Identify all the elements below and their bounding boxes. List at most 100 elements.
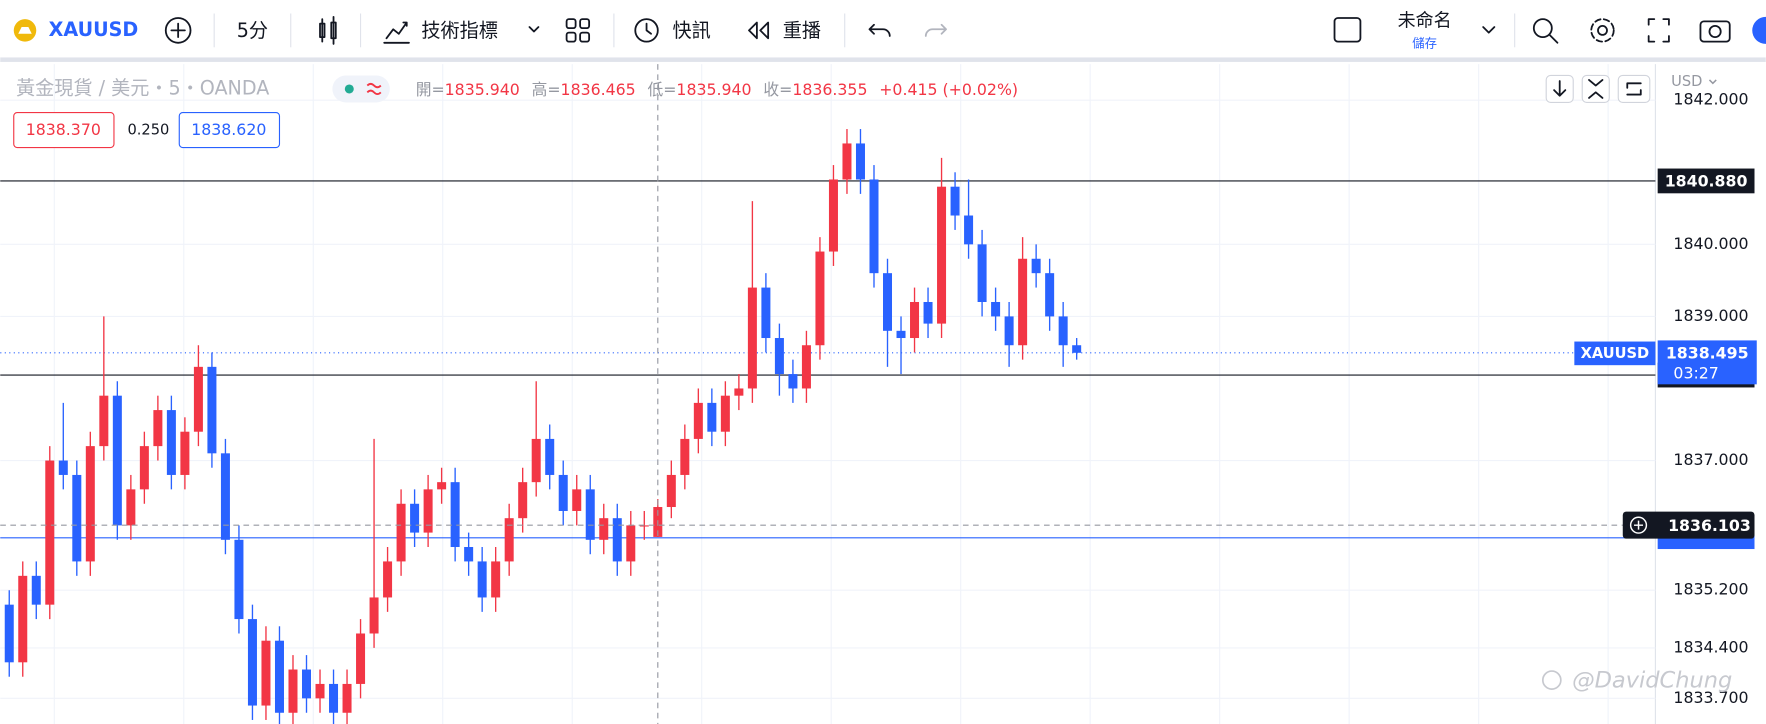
- candle-body: [261, 640, 271, 706]
- ohlc: 開=1835.940 高=1836.465 低=1835.940 收=1836.…: [416, 80, 1018, 99]
- candle-body: [112, 395, 122, 526]
- candle-body: [558, 474, 568, 511]
- layouts[interactable]: [565, 18, 591, 43]
- snapshot[interactable]: [1699, 20, 1731, 43]
- change: +0.415 (+0.02%): [879, 80, 1018, 99]
- candle-body: [869, 179, 879, 274]
- collapse[interactable]: [1581, 74, 1610, 104]
- candle-body: [977, 244, 987, 302]
- candle-body: [1058, 316, 1068, 346]
- candle-body: [1018, 258, 1028, 346]
- candle-body: [1072, 345, 1082, 353]
- candle-body: [896, 330, 906, 339]
- search[interactable]: [1532, 18, 1559, 44]
- watermark-text: @DavidChung: [1572, 668, 1732, 694]
- add-alert-plus: [1634, 520, 1644, 530]
- candle-body: [545, 438, 555, 475]
- candle-body: [315, 683, 325, 699]
- candle-body: [585, 489, 595, 540]
- candle-body: [423, 489, 433, 533]
- candle-body: [937, 186, 947, 324]
- candle-body: [910, 301, 920, 339]
- select-layout[interactable]: [1333, 17, 1362, 43]
- indicators-menu[interactable]: [528, 26, 540, 33]
- y-tick-label: 1835.200: [1673, 580, 1748, 599]
- candle-body: [883, 273, 893, 331]
- candle-body: [45, 460, 55, 605]
- layout-name[interactable]: 未命名: [1398, 10, 1452, 31]
- candle-body: [747, 287, 757, 389]
- candle-body: [396, 503, 406, 562]
- add-symbol[interactable]: [164, 17, 192, 44]
- candle-body: [383, 561, 393, 598]
- candle-body: [828, 179, 838, 252]
- candle-body: [437, 482, 447, 490]
- candle-body: [964, 215, 974, 245]
- candle-body: [58, 460, 68, 475]
- candle-body: [18, 575, 28, 663]
- symbol-tag: XAUUSD: [1581, 345, 1650, 362]
- chart-type[interactable]: [319, 15, 337, 45]
- last-price: 1838.495: [1666, 343, 1749, 362]
- buy-button[interactable]: [178, 112, 281, 149]
- sell-price[interactable]: 1838.370: [26, 120, 101, 139]
- settings[interactable]: [1590, 18, 1615, 43]
- candle-body: [126, 489, 136, 526]
- undo[interactable]: [868, 23, 891, 37]
- candle-body: [599, 518, 609, 540]
- candle-body: [518, 482, 528, 519]
- candle-body: [274, 640, 284, 713]
- indicators-icon[interactable]: [383, 21, 410, 44]
- add-alert-icon[interactable]: [1629, 516, 1648, 534]
- crosshair-label: 1836.103: [1668, 516, 1751, 535]
- replay-icon[interactable]: [748, 21, 770, 40]
- sell-button[interactable]: [13, 112, 115, 149]
- candle-body: [572, 489, 582, 511]
- redo[interactable]: [924, 23, 947, 37]
- candle-body: [612, 518, 622, 562]
- replay[interactable]: 重播: [783, 19, 821, 42]
- publish[interactable]: [1752, 16, 1766, 44]
- candle-body: [761, 287, 771, 339]
- candle-body: [734, 388, 744, 396]
- reset[interactable]: [1617, 74, 1651, 104]
- candle-body: [153, 410, 163, 447]
- fullscreen[interactable]: [1647, 18, 1670, 43]
- spread: 0.250: [127, 122, 169, 139]
- toolbar-border: [0, 57, 1766, 62]
- candle-body: [801, 345, 811, 389]
- y-tick-label: 1842.000: [1673, 90, 1748, 109]
- alert-icon[interactable]: [634, 18, 659, 43]
- ohlc-label: 開=: [416, 80, 445, 99]
- ohlc-value: 1835.940: [676, 80, 751, 99]
- interval[interactable]: 5分: [237, 19, 268, 42]
- alert[interactable]: 快訊: [672, 19, 710, 42]
- price-label: 1840.880: [1665, 172, 1748, 191]
- indicators[interactable]: 技術指標: [421, 19, 498, 42]
- candle-body: [180, 431, 190, 475]
- candle-body: [626, 525, 636, 562]
- candle-body: [1031, 258, 1041, 274]
- candle-body: [193, 366, 203, 432]
- buy-price[interactable]: 1838.620: [191, 120, 266, 139]
- save[interactable]: 儲存: [1412, 36, 1437, 50]
- candle-body: [774, 338, 784, 375]
- candle-body: [1004, 316, 1014, 346]
- chart-controls: USD: [1545, 73, 1717, 104]
- candle-body: [464, 547, 474, 562]
- candle-body: [85, 446, 95, 562]
- candle-body: [788, 374, 798, 389]
- ohlc-value: 1836.355: [792, 80, 867, 99]
- layout-menu[interactable]: [1482, 26, 1496, 34]
- candle-body: [234, 539, 244, 620]
- currency[interactable]: USD: [1671, 73, 1702, 90]
- price-label-bg: [1657, 168, 1755, 194]
- candle-body: [329, 683, 339, 713]
- ohlc-label: 高=: [532, 80, 561, 99]
- symbol[interactable]: XAUUSD: [49, 18, 139, 41]
- candle-body: [99, 395, 109, 447]
- ohlc-label: 收=: [763, 80, 792, 99]
- symbol-tag-bg: [1574, 341, 1656, 366]
